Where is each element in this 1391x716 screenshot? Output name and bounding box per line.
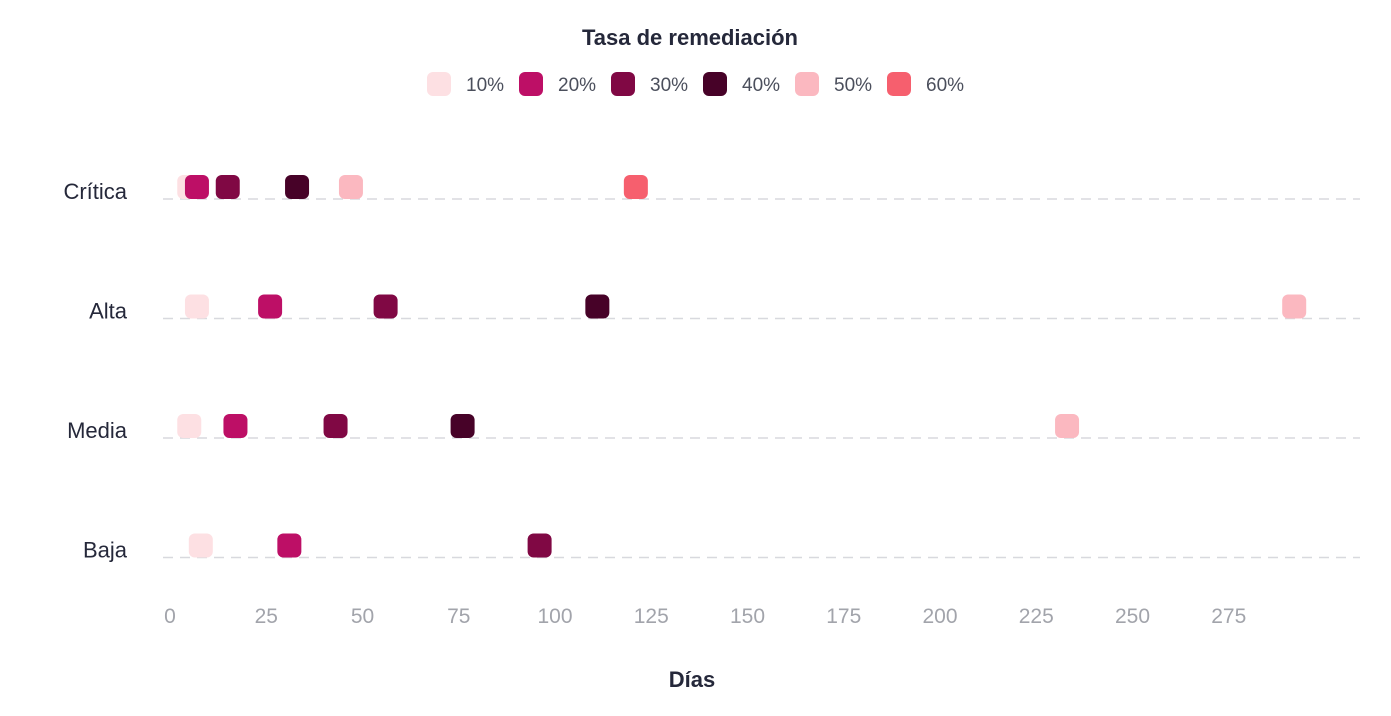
data-point — [1055, 414, 1080, 438]
legend-label: 30% — [650, 75, 688, 96]
x-tick-label: 50 — [351, 605, 374, 628]
chart-title: Tasa de remediación — [582, 25, 798, 50]
legend: 10% 20% 30% 40% 50% 60% — [427, 72, 964, 96]
data-point — [323, 414, 348, 438]
category-label: Crítica — [63, 179, 127, 204]
legend-label: 50% — [834, 75, 872, 96]
data-point — [177, 414, 202, 438]
data-point — [450, 414, 475, 438]
x-tick-label: 200 — [922, 605, 957, 628]
legend-label: 20% — [558, 75, 596, 96]
x-tick-label: 250 — [1115, 605, 1150, 628]
data-point — [338, 175, 363, 199]
legend-swatch-30pct — [611, 72, 635, 96]
data-point — [188, 533, 213, 558]
x-tick-label: 150 — [730, 605, 765, 628]
x-tick-label: 225 — [1019, 605, 1054, 628]
data-point — [215, 175, 240, 199]
gridlines — [163, 198, 1360, 559]
category-label: Media — [67, 418, 128, 443]
x-tick-label: 0 — [164, 605, 176, 628]
data-point — [285, 175, 310, 199]
legend-label: 10% — [466, 75, 504, 96]
data-point — [373, 294, 398, 319]
data-points — [177, 175, 1307, 558]
legend-label: 40% — [742, 75, 780, 96]
x-tick-label: 125 — [634, 605, 669, 628]
category-label: Alta — [89, 299, 128, 324]
legend-label: 60% — [926, 75, 964, 96]
x-axis-title: Días — [669, 667, 715, 692]
legend-swatch-60pct — [887, 72, 911, 96]
x-axis-ticks: 0 25 50 75 100 125 150 175 200 225 250 275 — [164, 605, 1246, 628]
legend-swatch-20pct — [519, 72, 543, 96]
x-tick-label: 75 — [447, 605, 470, 628]
data-point — [585, 294, 610, 319]
legend-swatch-10pct — [427, 72, 451, 96]
data-point — [527, 533, 552, 558]
data-point — [277, 533, 302, 558]
data-point — [223, 414, 248, 438]
category-axis: Crítica Alta Media Baja — [63, 179, 127, 563]
x-tick-label: 275 — [1211, 605, 1246, 628]
legend-swatch-40pct — [703, 72, 727, 96]
data-point — [184, 294, 209, 319]
data-point — [184, 175, 209, 199]
x-tick-label: 100 — [537, 605, 572, 628]
data-point — [258, 294, 283, 319]
data-point — [1282, 294, 1307, 319]
x-tick-label: 25 — [255, 605, 278, 628]
data-point — [623, 175, 648, 199]
x-tick-label: 175 — [826, 605, 861, 628]
legend-swatch-50pct — [795, 72, 819, 96]
category-label: Baja — [83, 538, 128, 563]
